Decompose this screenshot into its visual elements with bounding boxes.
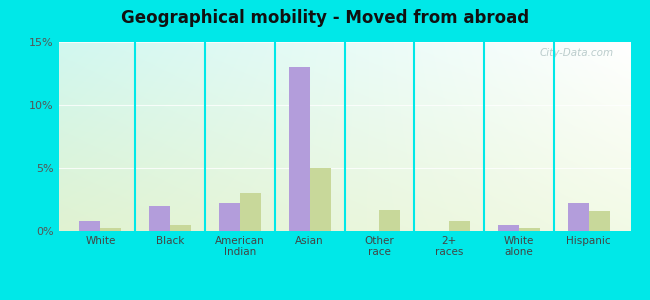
- Bar: [150, 206, 170, 231]
- Bar: [589, 211, 610, 231]
- Bar: [519, 229, 540, 231]
- Bar: [309, 168, 331, 231]
- Bar: [240, 193, 261, 231]
- Bar: [289, 67, 309, 231]
- Bar: [498, 225, 519, 231]
- Text: City-Data.com: City-Data.com: [540, 48, 614, 58]
- Text: Geographical mobility - Moved from abroad: Geographical mobility - Moved from abroa…: [121, 9, 529, 27]
- Bar: [170, 225, 191, 231]
- Bar: [380, 210, 400, 231]
- Bar: [219, 203, 240, 231]
- Bar: [567, 203, 589, 231]
- Bar: [79, 221, 100, 231]
- Bar: [100, 229, 122, 231]
- Bar: [449, 221, 470, 231]
